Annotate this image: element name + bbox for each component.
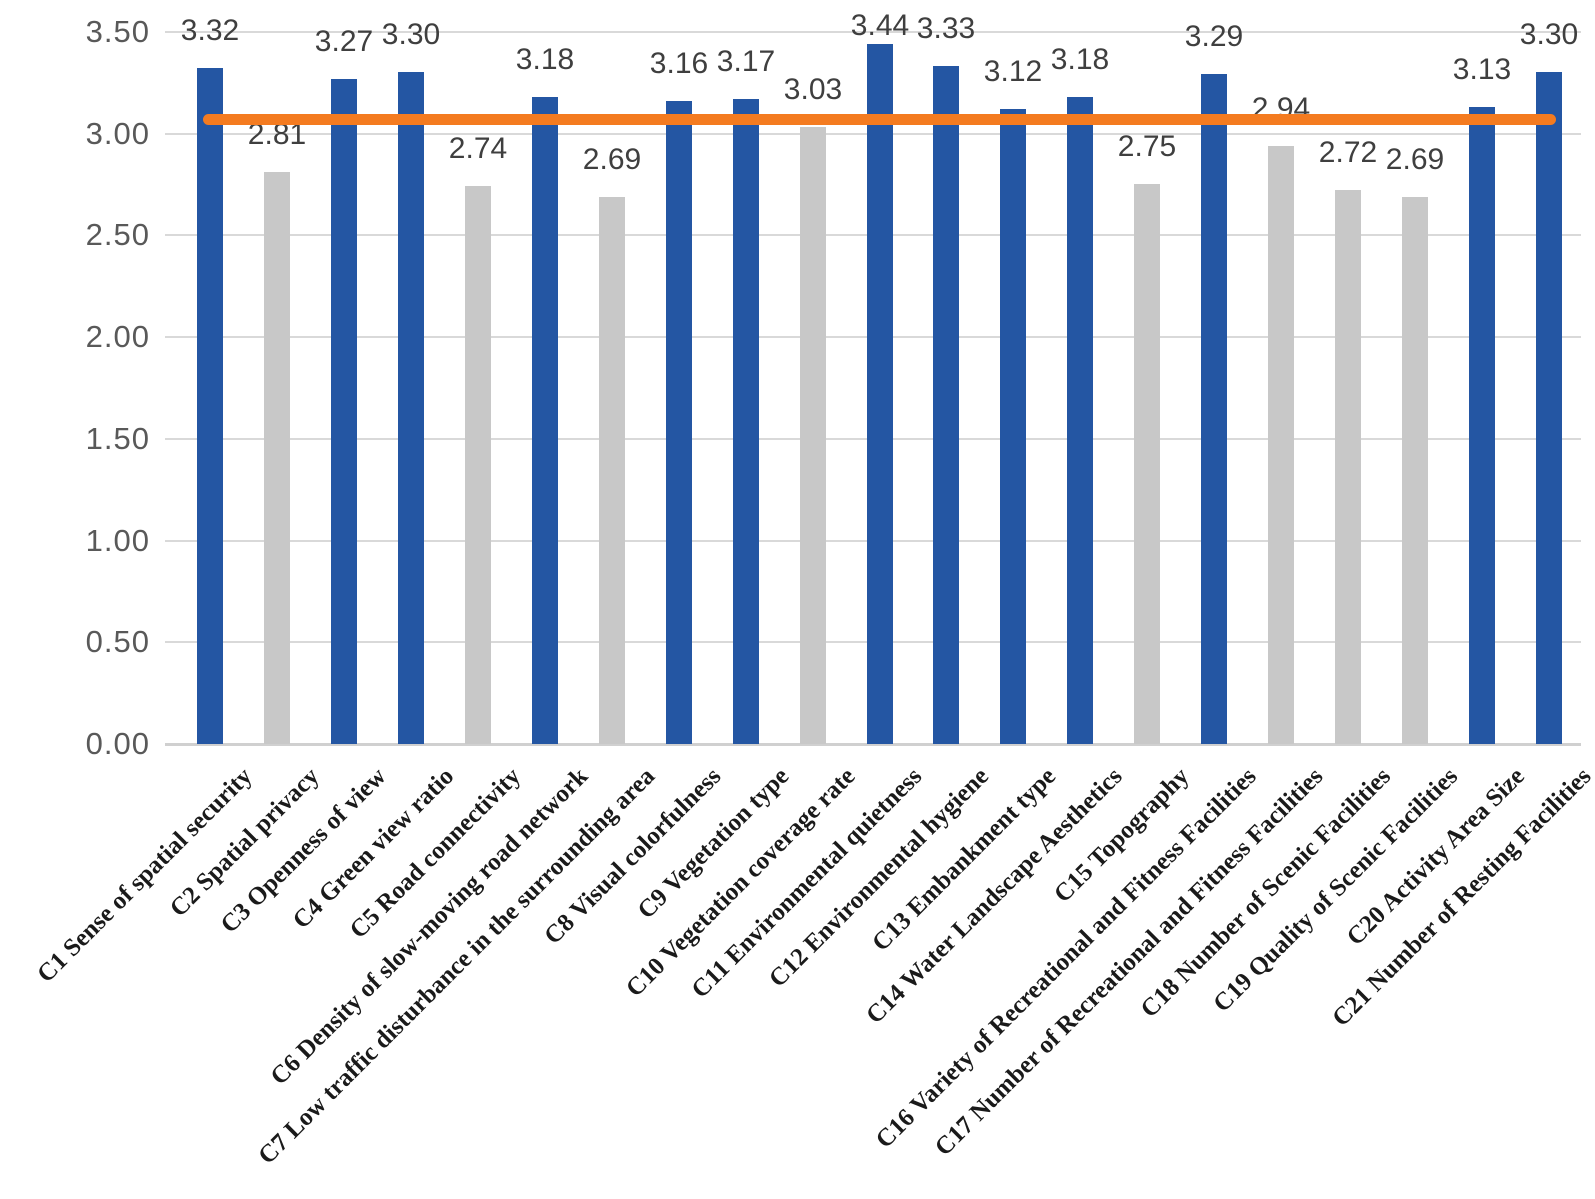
- bar-c11: [867, 44, 893, 744]
- bar-c20: [1469, 107, 1495, 744]
- bar-c13: [1000, 109, 1026, 744]
- bar-c6: [532, 97, 558, 744]
- value-label-c15: 2.75: [1117, 130, 1177, 163]
- value-label-c8: 3.16: [649, 47, 709, 80]
- value-label-c9: 3.17: [716, 45, 776, 78]
- bar-c8: [666, 101, 692, 744]
- value-label-c21: 3.30: [1519, 18, 1579, 51]
- y-axis-tick-label: 0.50: [85, 624, 150, 660]
- value-label-c10: 3.03: [783, 73, 843, 106]
- bar-c9: [733, 99, 759, 744]
- value-label-c4: 3.30: [381, 18, 441, 51]
- bar-c21: [1536, 72, 1562, 744]
- bar-c14: [1067, 97, 1093, 744]
- value-label-c16: 3.29: [1184, 20, 1244, 53]
- y-axis-tick-label: 3.50: [85, 13, 150, 49]
- y-axis-tick-label: 0.00: [85, 726, 150, 761]
- x-axis-line: [165, 743, 1581, 746]
- value-label-c5: 2.74: [448, 132, 508, 165]
- y-axis-tick-label: 2.00: [85, 319, 150, 354]
- value-label-c7: 2.69: [582, 143, 642, 176]
- bar-c7: [599, 197, 625, 744]
- mean-line: [203, 114, 1556, 125]
- bar-c1: [197, 68, 223, 744]
- bar-c3: [331, 79, 357, 744]
- bar-c19: [1402, 197, 1428, 744]
- value-label-c18: 2.72: [1318, 136, 1378, 169]
- value-label-c19: 2.69: [1385, 143, 1445, 176]
- bar-c15: [1134, 184, 1160, 744]
- value-label-c1: 3.32: [180, 14, 240, 47]
- bar-c16: [1201, 74, 1227, 744]
- value-label-c20: 3.13: [1452, 53, 1512, 86]
- bar-c18: [1335, 190, 1361, 744]
- bar-c10: [800, 127, 826, 744]
- y-axis-tick-label: 2.50: [85, 217, 150, 253]
- value-label-c3: 3.27: [314, 25, 374, 58]
- gridline: [165, 30, 1581, 33]
- value-label-c6: 3.18: [515, 43, 575, 76]
- bar-c4: [398, 72, 424, 744]
- value-label-c14: 3.18: [1050, 43, 1110, 76]
- value-label-c12: 3.33: [916, 12, 976, 45]
- value-label-c13: 3.12: [983, 55, 1043, 88]
- bar-c17: [1268, 146, 1294, 744]
- bar-c2: [264, 172, 290, 744]
- value-label-c11: 3.44: [850, 9, 910, 42]
- bar-c12: [933, 66, 959, 744]
- y-axis-tick-label: 3.00: [85, 115, 150, 151]
- y-axis-tick-label: 1.00: [85, 522, 150, 558]
- y-axis-tick-label: 1.50: [85, 420, 150, 456]
- bar-c5: [465, 186, 491, 744]
